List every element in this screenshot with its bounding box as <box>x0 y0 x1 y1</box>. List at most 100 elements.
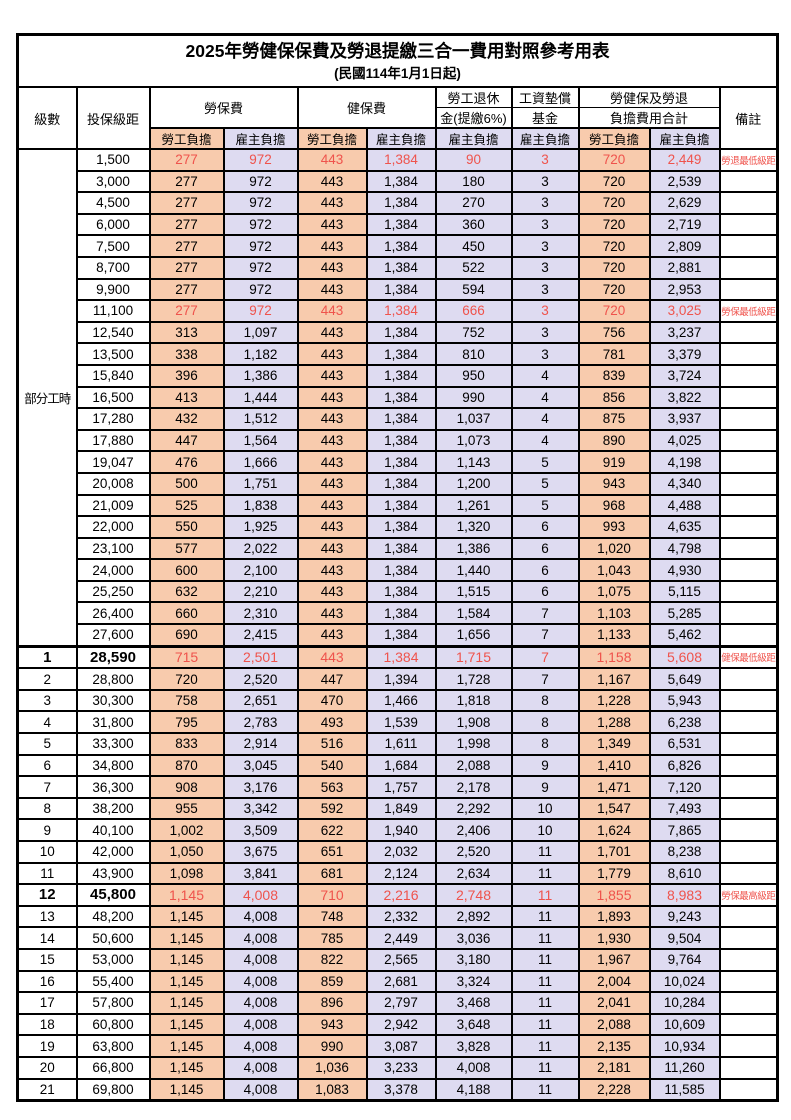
cell-wage-fund-employer: 3 <box>510 320 580 345</box>
cell-wage-fund-employer: 3 <box>510 255 580 280</box>
cell-labor-employer: 4,008 <box>222 1055 299 1080</box>
cell-total-employer: 5,943 <box>648 688 721 713</box>
cell-remark: 勞退最低級距 <box>718 148 779 172</box>
cell-salary-bracket: 6,000 <box>75 212 151 237</box>
cell-pension-employer: 666 <box>434 299 513 323</box>
table-row: 19,047 476 1,666 443 1,384 1,143 5 919 4,198 <box>18 450 779 474</box>
cell-wage-fund-employer: 3 <box>510 148 580 172</box>
cell-total-employer: 7,865 <box>648 818 721 842</box>
table-row: 17,880 447 1,564 443 1,384 1,073 4 890 4,025 <box>18 428 779 453</box>
cell-health-employee: 443 <box>296 212 368 237</box>
cell-pension-employer: 2,892 <box>434 904 513 929</box>
cell-total-employee: 1,288 <box>577 710 651 735</box>
cell-wage-fund-employer: 11 <box>510 861 580 886</box>
cell-labor-employee: 277 <box>148 212 225 237</box>
cell-total-employer: 2,629 <box>648 191 721 215</box>
cell-pension-employer: 752 <box>434 320 513 345</box>
cell-health-employee: 443 <box>296 515 368 539</box>
cell-total-employee: 1,967 <box>577 947 651 972</box>
table-row: 18 60,800 1,145 4,008 943 2,942 3,648 11 2,088 10… <box>16 1012 779 1037</box>
cell-salary-bracket: 9,900 <box>75 277 151 302</box>
cell-labor-employer: 1,512 <box>222 407 299 431</box>
cell-total-employer: 11,585 <box>648 1077 721 1102</box>
cell-labor-employee: 413 <box>148 385 225 410</box>
cell-health-employee: 443 <box>296 471 368 496</box>
cell-health-employer: 2,565 <box>365 947 437 972</box>
subheader-health-employee: 勞工負擔 <box>296 127 368 150</box>
table-row: 19 63,800 1,145 4,008 990 3,087 3,828 11 2,135 10… <box>16 1034 779 1058</box>
cell-level: 19 <box>16 1034 78 1058</box>
cell-level: 6 <box>16 753 78 778</box>
cell-total-employer: 6,238 <box>648 710 721 735</box>
cell-level: 10 <box>16 840 78 864</box>
cell-wage-fund-employer: 11 <box>510 1055 580 1080</box>
cell-remark <box>718 1077 779 1102</box>
table-row: 21,009 525 1,838 443 1,384 1,261 5 968 4,488 <box>18 493 779 518</box>
cell-salary-bracket: 28,800 <box>75 667 151 691</box>
cell-labor-employer: 4,008 <box>222 883 299 907</box>
cell-wage-fund-employer: 11 <box>510 840 580 864</box>
subheader-pension-employer: 雇主負擔 <box>434 127 513 150</box>
cell-health-employer: 3,378 <box>365 1077 437 1102</box>
table-row: 3 30,300 758 2,651 470 1,466 1,818 8 1,228 5,943 <box>16 688 779 713</box>
cell-labor-employer: 972 <box>222 212 299 237</box>
cell-remark <box>718 536 779 561</box>
cell-health-employee: 990 <box>296 1034 368 1058</box>
cell-level: 16 <box>16 969 78 994</box>
cell-labor-employer: 972 <box>222 255 299 280</box>
cell-total-employee: 1,075 <box>577 579 651 604</box>
cell-total-employee: 1,410 <box>577 753 651 778</box>
cell-labor-employee: 908 <box>148 775 225 799</box>
cell-labor-employer: 1,097 <box>222 320 299 345</box>
cell-total-employee: 720 <box>577 191 651 215</box>
cell-health-employee: 443 <box>296 407 368 431</box>
table-row: 12,540 313 1,097 443 1,384 752 3 756 3,237 <box>18 320 779 345</box>
cell-labor-employer: 1,564 <box>222 428 299 453</box>
cell-labor-employer: 972 <box>222 299 299 323</box>
cell-pension-employer: 1,908 <box>434 710 513 735</box>
cell-health-employee: 443 <box>296 299 368 323</box>
cell-level: 21 <box>16 1077 78 1102</box>
table-row: 2 28,800 720 2,520 447 1,394 1,728 7 1,167 5,649 <box>16 667 779 691</box>
cell-health-employer: 1,684 <box>365 753 437 778</box>
cell-health-employee: 622 <box>296 818 368 842</box>
cell-remark <box>718 991 779 1015</box>
cell-labor-employee: 632 <box>148 579 225 604</box>
cell-total-employee: 2,135 <box>577 1034 651 1058</box>
cell-remark <box>718 407 779 431</box>
cell-total-employee: 1,930 <box>577 926 651 950</box>
table-row: 25,250 632 2,210 443 1,384 1,515 6 1,075 5,115 <box>18 579 779 604</box>
cell-health-employer: 1,384 <box>365 363 437 388</box>
cell-total-employer: 6,531 <box>648 732 721 756</box>
table-row: 7 36,300 908 3,176 563 1,757 2,178 9 1,471 7,120 <box>16 775 779 799</box>
cell-health-employee: 443 <box>296 623 368 648</box>
cell-remark <box>718 579 779 604</box>
cell-total-employer: 4,930 <box>648 558 721 582</box>
cell-labor-employer: 1,444 <box>222 385 299 410</box>
cell-salary-bracket: 12,540 <box>75 320 151 345</box>
cell-labor-employer: 4,008 <box>222 1012 299 1037</box>
cell-health-employer: 1,384 <box>365 191 437 215</box>
cell-total-employer: 5,462 <box>648 623 721 648</box>
cell-total-employer: 3,237 <box>648 320 721 345</box>
cell-labor-employer: 3,841 <box>222 861 299 886</box>
cell-health-employer: 2,797 <box>365 991 437 1015</box>
cell-remark <box>718 493 779 518</box>
cell-total-employer: 2,953 <box>648 277 721 302</box>
cell-pension-employer: 90 <box>434 148 513 172</box>
cell-total-employee: 1,043 <box>577 558 651 582</box>
cell-total-employee: 2,181 <box>577 1055 651 1080</box>
cell-salary-bracket: 36,300 <box>75 775 151 799</box>
cell-health-employee: 443 <box>296 277 368 302</box>
cell-health-employer: 1,384 <box>365 320 437 345</box>
table-body: 部分工時 1,500 277 972 443 1,384 90 3 720 2,449 勞退最低級距… <box>16 147 779 1102</box>
cell-pension-employer: 3,648 <box>434 1012 513 1037</box>
cell-total-employee: 1,471 <box>577 775 651 799</box>
cell-wage-fund-employer: 11 <box>510 969 580 994</box>
cell-pension-employer: 990 <box>434 385 513 410</box>
cell-remark <box>718 861 779 886</box>
cell-salary-bracket: 8,700 <box>75 255 151 280</box>
cell-total-employee: 1,855 <box>577 883 651 907</box>
title-row: 2025年勞健保保費及勞退提繳三合一費用對照參考用表 (民國114年1月1日起) <box>16 33 779 88</box>
cell-remark <box>718 775 779 799</box>
